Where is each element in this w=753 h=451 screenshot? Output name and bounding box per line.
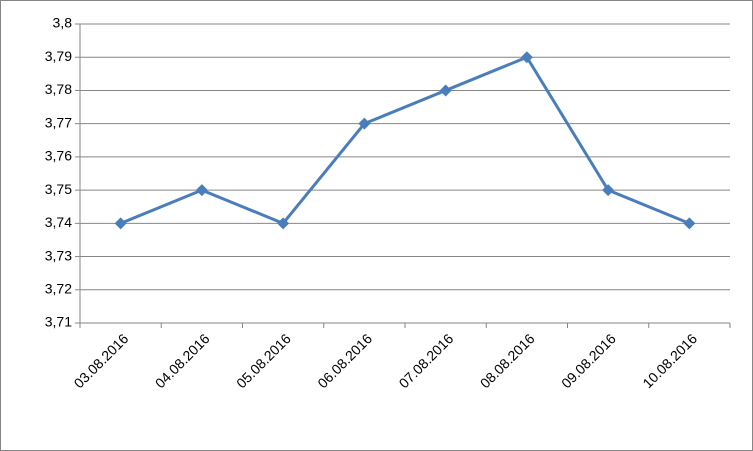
y-tick-label: 3,76 [45, 148, 72, 164]
data-point [114, 217, 127, 230]
data-point [520, 51, 533, 64]
y-tick-label: 3,73 [45, 247, 72, 263]
data-point [358, 117, 371, 130]
y-tick-label: 3,78 [45, 81, 72, 97]
data-point [602, 184, 615, 197]
data-point [439, 84, 452, 97]
y-tick-label: 3,75 [45, 181, 72, 197]
data-line [120, 55, 690, 225]
data-point [683, 217, 696, 230]
data-point [195, 184, 208, 197]
y-tick-label: 3,8 [53, 15, 73, 31]
y-tick-label: 3,74 [45, 214, 72, 230]
data-point [277, 217, 290, 230]
y-tick-label: 3,72 [45, 280, 72, 296]
y-tick-label: 3,77 [45, 114, 72, 130]
y-tick-label: 3,79 [45, 48, 72, 64]
y-tick-label: 3,71 [45, 314, 72, 330]
